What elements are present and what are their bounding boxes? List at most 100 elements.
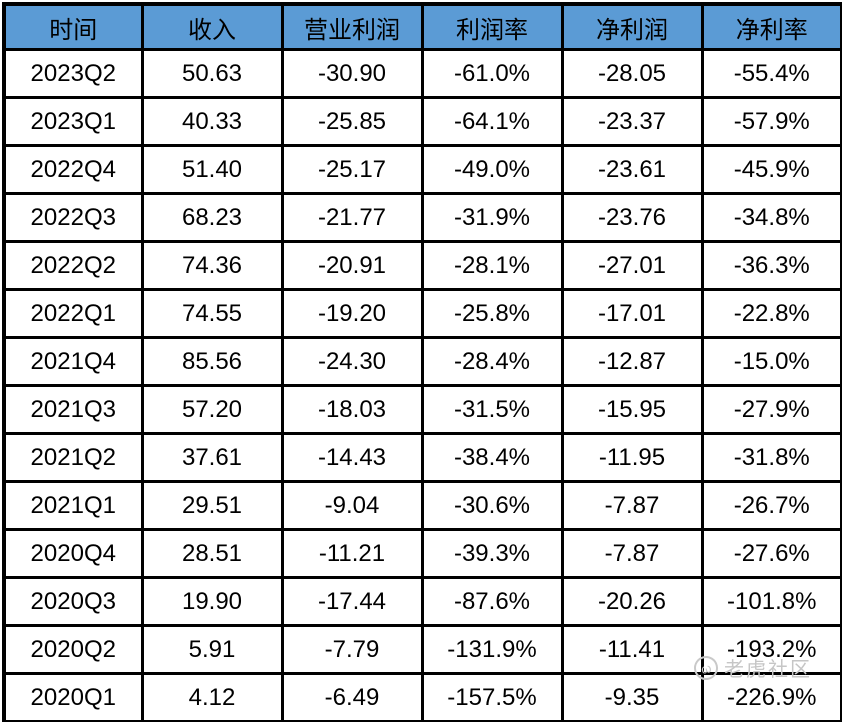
table-cell: -11.95: [560, 432, 704, 483]
table-cell: 51.40: [140, 144, 284, 195]
table-cell: -30.90: [280, 48, 424, 99]
table-cell: 2020Q1: [2, 672, 144, 722]
table-row: 2023Q1 40.33 -25.85 -64.1% -23.37 -57.9%: [2, 96, 842, 147]
table-cell: -6.49: [280, 672, 424, 722]
table-cell: 2023Q2: [2, 48, 144, 99]
table-cell: 29.51: [140, 480, 284, 531]
table-cell: -25.17: [280, 144, 424, 195]
table-cell: 2022Q3: [2, 192, 144, 243]
table-cell: -11.21: [280, 528, 424, 579]
table-cell: -19.20: [280, 288, 424, 339]
table-cell: 28.51: [140, 528, 284, 579]
table-cell: 50.63: [140, 48, 284, 99]
table-cell: -27.9%: [700, 384, 842, 435]
table-cell: 68.23: [140, 192, 284, 243]
table-cell: -28.4%: [420, 336, 564, 387]
table-row: 2021Q2 37.61 -14.43 -38.4% -11.95 -31.8%: [2, 432, 842, 483]
table-cell: 2022Q4: [2, 144, 144, 195]
table-row: 2020Q3 19.90 -17.44 -87.6% -20.26 -101.8%: [2, 576, 842, 627]
header-cell: 营业利润: [280, 2, 424, 51]
table-cell: -17.44: [280, 576, 424, 627]
header-cell: 净利率: [700, 2, 842, 51]
table-cell: 2021Q4: [2, 336, 144, 387]
table-cell: -55.4%: [700, 48, 842, 99]
table-row: 2021Q4 85.56 -24.30 -28.4% -12.87 -15.0%: [2, 336, 842, 387]
table-cell: -26.7%: [700, 480, 842, 531]
table-row: 2021Q1 29.51 -9.04 -30.6% -7.87 -26.7%: [2, 480, 842, 531]
table-cell: 2022Q1: [2, 288, 144, 339]
table-cell: -23.61: [560, 144, 704, 195]
table-cell: 19.90: [140, 576, 284, 627]
table-body: 2023Q2 50.63 -30.90 -61.0% -28.05 -55.4% 2023Q…: [2, 48, 842, 722]
table-cell: -36.3%: [700, 240, 842, 291]
table-row: 2020Q2 5.91 -7.79 -131.9% -11.41 -193.2%: [2, 624, 842, 675]
header-cell: 时间: [2, 2, 144, 51]
table-cell: -61.0%: [420, 48, 564, 99]
table-row: 2020Q4 28.51 -11.21 -39.3% -7.87 -27.6%: [2, 528, 842, 579]
table-cell: -64.1%: [420, 96, 564, 147]
table-row: 2022Q3 68.23 -21.77 -31.9% -23.76 -34.8%: [2, 192, 842, 243]
table-cell: -27.6%: [700, 528, 842, 579]
table-row: 2022Q1 74.55 -19.20 -25.8% -17.01 -22.8%: [2, 288, 842, 339]
table-cell: 37.61: [140, 432, 284, 483]
table-cell: -17.01: [560, 288, 704, 339]
table-cell: -226.9%: [700, 672, 842, 722]
table-cell: -18.03: [280, 384, 424, 435]
table-cell: -15.0%: [700, 336, 842, 387]
table-cell: -30.6%: [420, 480, 564, 531]
table-cell: 2020Q3: [2, 576, 144, 627]
header-cell: 净利润: [560, 2, 704, 51]
table-cell: -7.87: [560, 480, 704, 531]
table-cell: -87.6%: [420, 576, 564, 627]
table-cell: 85.56: [140, 336, 284, 387]
table-cell: -15.95: [560, 384, 704, 435]
table-cell: -23.76: [560, 192, 704, 243]
table-row: 2023Q2 50.63 -30.90 -61.0% -28.05 -55.4%: [2, 48, 842, 99]
table-cell: -57.9%: [700, 96, 842, 147]
table-cell: -39.3%: [420, 528, 564, 579]
table-cell: 2022Q2: [2, 240, 144, 291]
table-cell: -24.30: [280, 336, 424, 387]
table-cell: -31.8%: [700, 432, 842, 483]
table-cell: 2021Q2: [2, 432, 144, 483]
table-cell: -7.87: [560, 528, 704, 579]
table-cell: -38.4%: [420, 432, 564, 483]
table-cell: 57.20: [140, 384, 284, 435]
table-cell: -25.85: [280, 96, 424, 147]
table-header: 时间 收入 营业利润 利润率 净利润 净利率: [2, 2, 842, 51]
table-cell: 5.91: [140, 624, 284, 675]
header-row: 时间 收入 营业利润 利润率 净利润 净利率: [2, 2, 842, 51]
table-cell: 4.12: [140, 672, 284, 722]
header-cell: 收入: [140, 2, 284, 51]
table-row: 2020Q1 4.12 -6.49 -157.5% -9.35 -226.9%: [2, 672, 842, 722]
table-cell: 2020Q2: [2, 624, 144, 675]
table-cell: 2021Q1: [2, 480, 144, 531]
table-cell: -28.05: [560, 48, 704, 99]
table-cell: -193.2%: [700, 624, 842, 675]
table-cell: 2021Q3: [2, 384, 144, 435]
table-cell: -34.8%: [700, 192, 842, 243]
table-cell: -131.9%: [420, 624, 564, 675]
table-cell: -11.41: [560, 624, 704, 675]
table-cell: -9.04: [280, 480, 424, 531]
table-cell: 40.33: [140, 96, 284, 147]
table-cell: -49.0%: [420, 144, 564, 195]
table-cell: -28.1%: [420, 240, 564, 291]
table-cell: -101.8%: [700, 576, 842, 627]
table-cell: -7.79: [280, 624, 424, 675]
table-row: 2022Q2 74.36 -20.91 -28.1% -27.01 -36.3%: [2, 240, 842, 291]
table-cell: -157.5%: [420, 672, 564, 722]
table-row: 2021Q3 57.20 -18.03 -31.5% -15.95 -27.9%: [2, 384, 842, 435]
table-cell: -9.35: [560, 672, 704, 722]
table-cell: -20.91: [280, 240, 424, 291]
table-cell: -21.77: [280, 192, 424, 243]
header-cell: 利润率: [420, 2, 564, 51]
table-cell: -27.01: [560, 240, 704, 291]
table-row: 2022Q4 51.40 -25.17 -49.0% -23.61 -45.9%: [2, 144, 842, 195]
table-cell: 74.55: [140, 288, 284, 339]
table-cell: -23.37: [560, 96, 704, 147]
table-cell: -12.87: [560, 336, 704, 387]
table-cell: -31.9%: [420, 192, 564, 243]
